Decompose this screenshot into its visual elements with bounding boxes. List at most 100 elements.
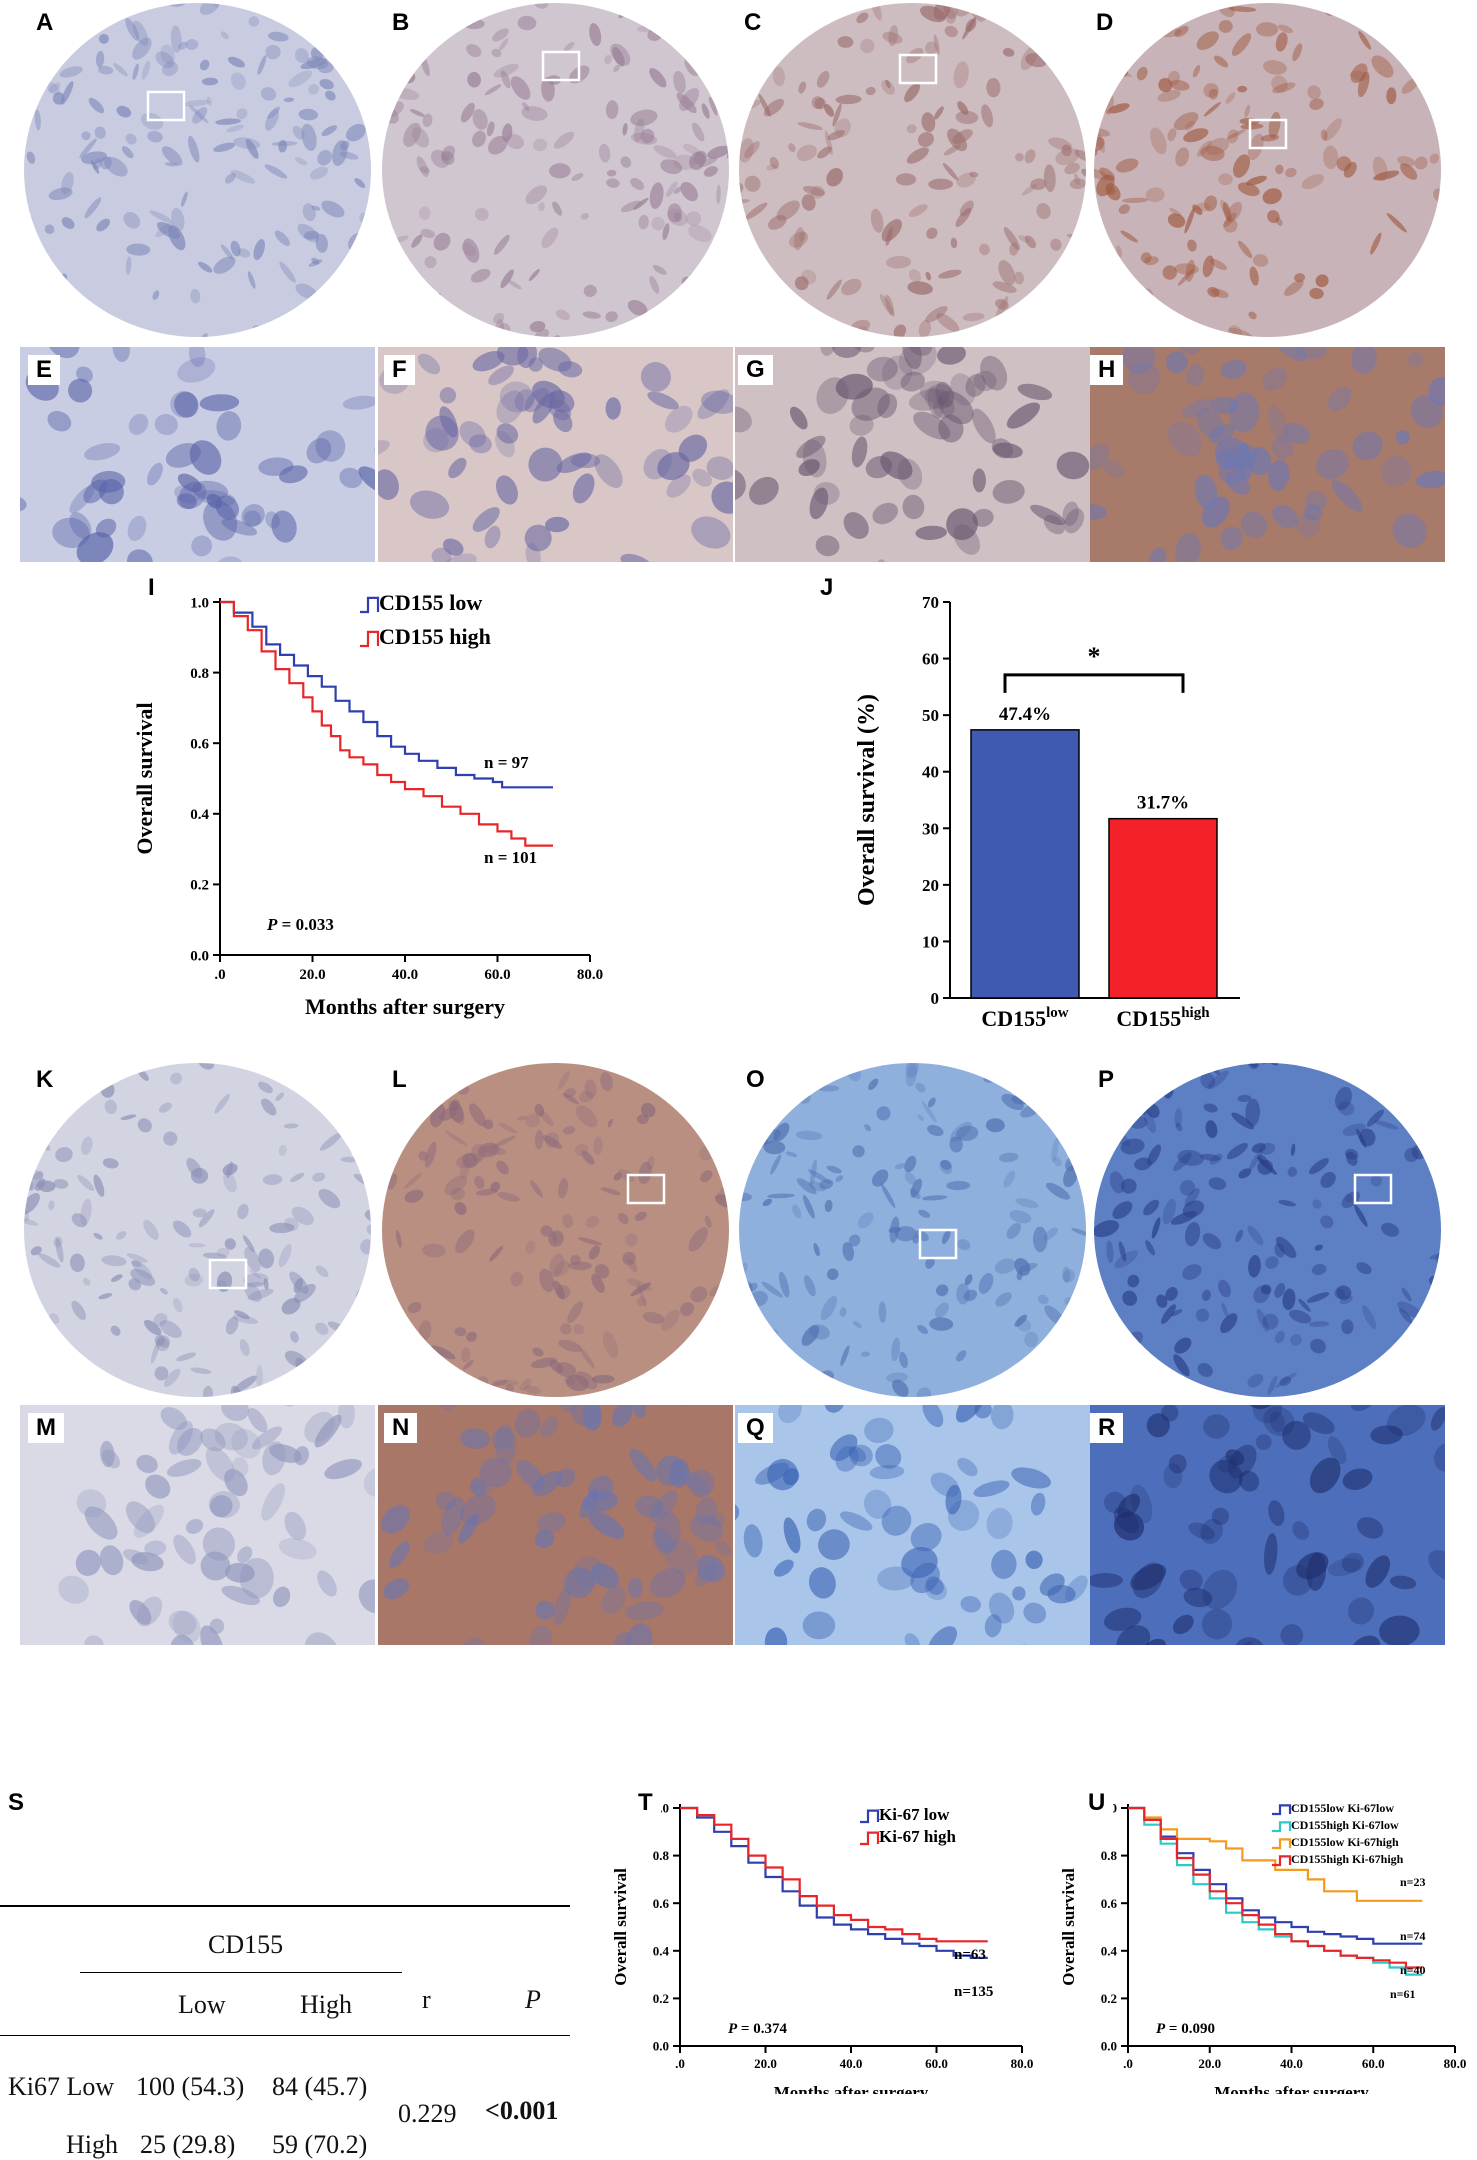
panel-label-h: H <box>1090 355 1123 385</box>
panel-label-e: E <box>28 355 60 385</box>
legend-swatch-3 <box>1272 1839 1290 1848</box>
zoom-e <box>20 347 375 562</box>
y-tick-label: 0.0 <box>653 2039 669 2054</box>
table-row1-high: 84 (45.7) <box>272 2072 367 2102</box>
legend-label-2: Ki-67 high <box>879 1827 957 1846</box>
x-tick-label: 80.0 <box>1011 2056 1034 2071</box>
x-tick-label: .0 <box>214 967 225 983</box>
panel-label-g: G <box>738 355 773 385</box>
panel-label-l: L <box>384 1065 415 1095</box>
panel-label-s: S <box>0 1788 32 1818</box>
x-tick-label: 60.0 <box>484 967 510 983</box>
legend-label-1: CD155low Ki-67low <box>1291 1801 1394 1815</box>
panel-label-c: C <box>736 8 769 38</box>
x-axis-label: Months after surgery <box>1214 2083 1369 2094</box>
significance-bracket <box>1005 675 1183 693</box>
zoom-g <box>735 347 1090 562</box>
panel-label-n: N <box>384 1413 417 1443</box>
table-top-rule <box>0 1905 570 1907</box>
x-category-label: CD155low <box>981 1005 1068 1031</box>
tma-core-o <box>735 1060 1090 1400</box>
legend-label-2: CD155high Ki-67low <box>1291 1818 1399 1832</box>
n-annotation: n = 97 <box>484 753 529 772</box>
y-tick-label: 40 <box>922 763 939 782</box>
legend-swatch-2 <box>860 1833 878 1844</box>
panel-label-t: T <box>630 1788 661 1818</box>
y-tick-label: 0.4 <box>190 807 209 823</box>
tma-core-p <box>1090 1060 1445 1400</box>
table-row2-label: High <box>66 2130 118 2160</box>
y-tick-label: 0.2 <box>1101 1991 1117 2006</box>
panel-label-r: R <box>1090 1413 1123 1443</box>
tma-core-d <box>1090 0 1445 340</box>
panel-label-u: U <box>1080 1788 1113 1818</box>
tma-core-k <box>20 1060 375 1400</box>
tma-core-a <box>20 0 375 340</box>
x-category-label: CD155high <box>1116 1005 1210 1031</box>
y-tick-label: 0.4 <box>1101 1943 1118 1958</box>
n-annotation: n=74 <box>1400 1929 1426 1943</box>
x-tick-label: 40.0 <box>840 2056 863 2071</box>
panel-label-o: O <box>738 1065 773 1095</box>
x-tick-label: 80.0 <box>1444 2056 1467 2071</box>
y-tick-label: 0.8 <box>653 1848 670 1863</box>
y-axis-label: Overall survival <box>132 702 157 854</box>
x-tick-label: 80.0 <box>577 967 603 983</box>
x-tick-label: .0 <box>1123 2056 1133 2071</box>
table-row2-low: 25 (29.8) <box>140 2130 235 2160</box>
table-row2-high: 59 (70.2) <box>272 2130 367 2160</box>
table-s-correlation: CD155 Low High r P Ki67 Low 100 (54.3) 8… <box>0 1845 575 2115</box>
table-col-r: r <box>422 1985 431 2015</box>
tma-core-b <box>378 0 733 340</box>
y-tick-label: 0.0 <box>190 948 209 964</box>
table-group-rule <box>80 1972 402 1973</box>
bar-value-label: 47.4% <box>999 704 1051 725</box>
panel-label-k: K <box>28 1065 61 1095</box>
y-tick-label: 20 <box>922 876 939 895</box>
table-col-group-cd155: CD155 <box>208 1930 283 1960</box>
y-tick-label: 70 <box>922 593 939 612</box>
x-tick-label: 60.0 <box>1362 2056 1385 2071</box>
y-axis-label: Overall survival <box>612 1868 630 1986</box>
x-tick-label: 40.0 <box>392 967 418 983</box>
legend-swatch-1 <box>860 1811 878 1822</box>
y-tick-label: 0 <box>931 989 940 1008</box>
bar-2 <box>1109 819 1217 998</box>
legend-swatch-2 <box>1272 1822 1290 1831</box>
y-tick-label: 60 <box>922 650 939 669</box>
panel-label-f: F <box>384 355 415 385</box>
table-row1-low: 100 (54.3) <box>136 2072 244 2102</box>
table-col-high: High <box>300 1990 352 2020</box>
y-axis-label: Overall survival (%) <box>854 694 880 906</box>
n-annotation: n=40 <box>1400 1963 1426 1977</box>
y-tick-label: 0.6 <box>653 1896 670 1911</box>
x-tick-label: .0 <box>675 2056 685 2071</box>
table-col-p: P <box>525 1985 541 2015</box>
panel-label-a: A <box>28 8 61 38</box>
y-tick-label: 10 <box>922 932 939 951</box>
y-tick-label: 50 <box>922 706 939 725</box>
zoom-n <box>378 1405 733 1645</box>
y-tick-label: 0.8 <box>190 666 209 682</box>
tma-core-l <box>378 1060 733 1400</box>
x-axis-label: Months after surgery <box>774 2083 929 2094</box>
n-annotation: n = 101 <box>484 848 537 867</box>
panel-label-b: B <box>384 8 417 38</box>
p-value-annotation: P = 0.374 <box>728 2021 787 2037</box>
x-tick-label: 20.0 <box>1198 2056 1221 2071</box>
chart-j-bar-cd155: 0 10 20 30 40 50 60 70 Overall survival (%) 47.4%… <box>820 580 1300 1050</box>
legend-label-2: CD155 high <box>379 624 491 649</box>
y-tick-label: 0.0 <box>1101 2039 1117 2054</box>
table-row1-label: Ki67 Low <box>8 2072 114 2102</box>
y-tick-label: 30 <box>922 819 939 838</box>
p-value-annotation: P = 0.033 <box>266 915 334 934</box>
y-tick-label: 0.6 <box>1101 1896 1118 1911</box>
legend-swatch-1 <box>1272 1805 1290 1814</box>
x-tick-label: 60.0 <box>925 2056 948 2071</box>
y-tick-label: 0.6 <box>190 736 209 752</box>
legend-label-1: CD155 low <box>379 590 482 615</box>
n-annotation: n=23 <box>1400 1875 1426 1889</box>
panel-label-d: D <box>1088 8 1121 38</box>
table-col-low: Low <box>178 1990 226 2020</box>
